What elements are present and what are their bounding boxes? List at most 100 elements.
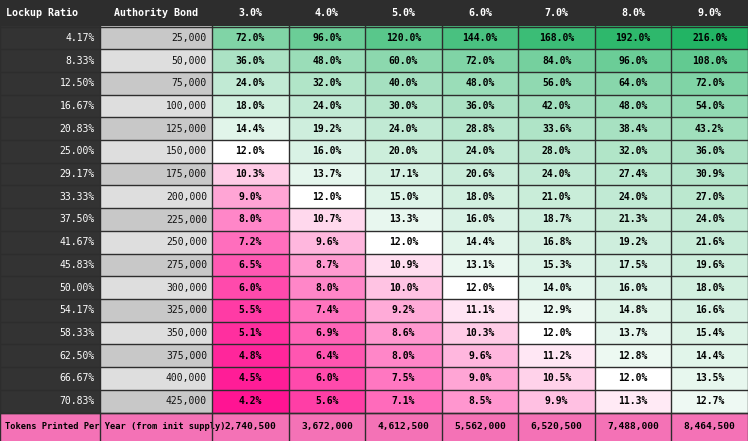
Bar — [672, 412, 748, 441]
Text: 75,000: 75,000 — [172, 78, 207, 88]
Text: 24.0%: 24.0% — [695, 214, 724, 224]
Text: 100,000: 100,000 — [166, 101, 207, 111]
Text: 250,000: 250,000 — [166, 237, 207, 247]
Bar — [442, 72, 518, 95]
Bar — [289, 186, 365, 208]
Bar — [442, 49, 518, 72]
Text: 96.0%: 96.0% — [312, 33, 342, 43]
Bar — [672, 367, 748, 390]
Text: 5.0%: 5.0% — [391, 8, 415, 18]
Bar — [442, 163, 518, 186]
Bar — [672, 49, 748, 72]
Bar — [595, 72, 672, 95]
Bar — [0, 321, 100, 344]
Text: 15.3%: 15.3% — [542, 260, 571, 270]
Text: 13.3%: 13.3% — [389, 214, 418, 224]
Bar — [289, 26, 365, 49]
Bar — [365, 367, 442, 390]
Bar — [100, 26, 212, 49]
Bar — [0, 254, 100, 276]
Text: 13.1%: 13.1% — [465, 260, 494, 270]
Bar — [442, 367, 518, 390]
Text: 4.5%: 4.5% — [239, 374, 262, 383]
Text: 4.0%: 4.0% — [315, 8, 339, 18]
Bar — [442, 299, 518, 321]
Text: 7.2%: 7.2% — [239, 237, 262, 247]
Bar — [672, 72, 748, 95]
Text: 16.6%: 16.6% — [695, 305, 724, 315]
Bar — [518, 95, 595, 117]
Bar — [212, 276, 289, 299]
Text: 28.8%: 28.8% — [465, 123, 494, 134]
Text: 12.0%: 12.0% — [236, 146, 265, 157]
Text: 5.1%: 5.1% — [239, 328, 262, 338]
Bar — [672, 26, 748, 49]
Bar — [212, 0, 289, 26]
Bar — [442, 0, 518, 26]
Text: 192.0%: 192.0% — [616, 33, 651, 43]
Bar — [100, 344, 212, 367]
Text: 38.4%: 38.4% — [619, 123, 648, 134]
Bar — [289, 49, 365, 72]
Bar — [100, 163, 212, 186]
Bar — [289, 412, 365, 441]
Text: 60.0%: 60.0% — [389, 56, 418, 66]
Bar — [365, 0, 442, 26]
Bar — [672, 163, 748, 186]
Bar — [672, 276, 748, 299]
Bar — [595, 321, 672, 344]
Text: 15.0%: 15.0% — [389, 192, 418, 202]
Bar — [0, 299, 100, 321]
Text: 41.67%: 41.67% — [60, 237, 95, 247]
Text: 54.17%: 54.17% — [60, 305, 95, 315]
Text: 72.0%: 72.0% — [236, 33, 265, 43]
Text: 8.0%: 8.0% — [621, 8, 645, 18]
Text: 200,000: 200,000 — [166, 192, 207, 202]
Bar — [289, 163, 365, 186]
Text: 6.0%: 6.0% — [239, 283, 262, 293]
Text: 8.0%: 8.0% — [239, 214, 262, 224]
Bar — [672, 0, 748, 26]
Text: 5.5%: 5.5% — [239, 305, 262, 315]
Bar — [442, 321, 518, 344]
Bar — [518, 72, 595, 95]
Text: 18.0%: 18.0% — [465, 192, 494, 202]
Text: 10.0%: 10.0% — [389, 283, 418, 293]
Text: 6.0%: 6.0% — [315, 374, 339, 383]
Bar — [518, 276, 595, 299]
Bar — [212, 140, 289, 163]
Text: 12.0%: 12.0% — [389, 237, 418, 247]
Text: 72.0%: 72.0% — [695, 78, 724, 88]
Text: 48.0%: 48.0% — [465, 78, 494, 88]
Text: 17.5%: 17.5% — [619, 260, 648, 270]
Bar — [100, 72, 212, 95]
Text: 12.0%: 12.0% — [619, 374, 648, 383]
Bar — [365, 390, 442, 412]
Bar — [672, 321, 748, 344]
Text: 33.33%: 33.33% — [60, 192, 95, 202]
Text: 9.0%: 9.0% — [468, 374, 491, 383]
Text: 32.0%: 32.0% — [619, 146, 648, 157]
Text: 6.4%: 6.4% — [315, 351, 339, 361]
Bar — [442, 26, 518, 49]
Text: 36.0%: 36.0% — [236, 56, 265, 66]
Bar — [289, 208, 365, 231]
Text: 10.3%: 10.3% — [236, 169, 265, 179]
Bar — [442, 390, 518, 412]
Bar — [100, 208, 212, 231]
Bar — [518, 117, 595, 140]
Text: 36.0%: 36.0% — [465, 101, 494, 111]
Text: 11.3%: 11.3% — [619, 396, 648, 406]
Text: 9.9%: 9.9% — [545, 396, 568, 406]
Bar — [0, 0, 100, 26]
Bar — [672, 140, 748, 163]
Text: 6.5%: 6.5% — [239, 260, 262, 270]
Bar — [100, 276, 212, 299]
Bar — [672, 117, 748, 140]
Bar — [365, 254, 442, 276]
Bar — [518, 254, 595, 276]
Bar — [100, 254, 212, 276]
Text: 32.0%: 32.0% — [312, 78, 342, 88]
Bar — [289, 367, 365, 390]
Text: 30.0%: 30.0% — [389, 101, 418, 111]
